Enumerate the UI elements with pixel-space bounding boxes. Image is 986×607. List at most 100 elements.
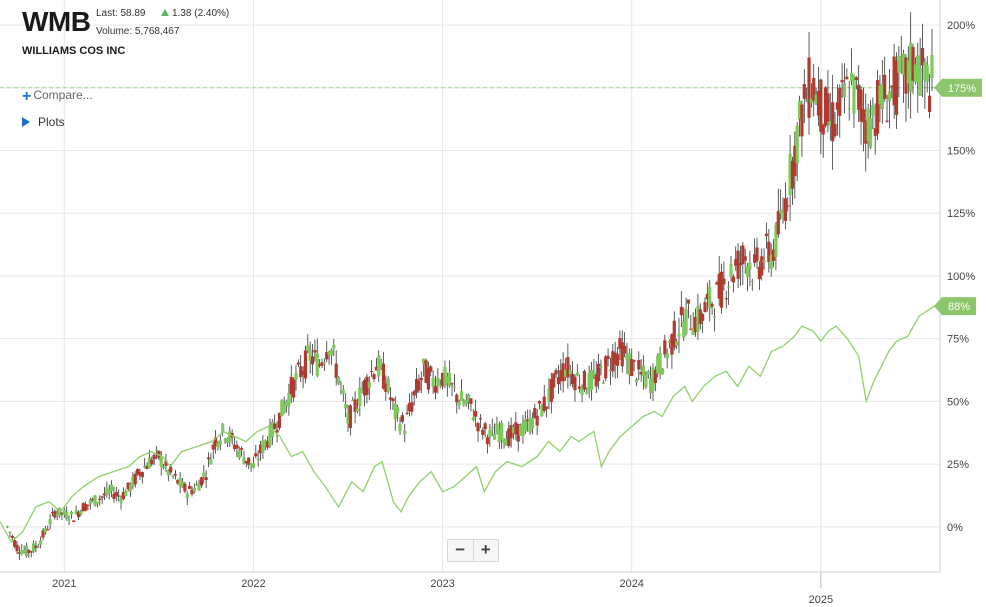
candle-body: [767, 241, 771, 262]
candle-body: [372, 374, 376, 380]
candle-body: [119, 498, 123, 503]
candle-body: [53, 511, 57, 518]
candle-body: [611, 351, 615, 372]
x-tick-label: 2021: [52, 578, 76, 590]
up-arrow-icon: [161, 9, 169, 16]
zoom-controls: − +: [447, 539, 499, 562]
candle-body: [341, 389, 345, 394]
candle-body: [370, 371, 374, 373]
y-tick-label: 0%: [947, 522, 963, 534]
candle-body: [918, 68, 922, 96]
triangle-right-icon: [22, 117, 30, 127]
candle-body: [294, 372, 298, 380]
candle-body: [206, 457, 211, 460]
candle-body: [412, 391, 416, 396]
candle-body: [656, 356, 660, 374]
candle-body: [152, 454, 156, 460]
candle-body: [722, 278, 726, 285]
candle-body: [388, 397, 393, 400]
candle-body: [377, 355, 381, 377]
candle-body: [124, 491, 128, 496]
candle-body: [578, 386, 582, 389]
candle-body: [646, 371, 650, 375]
x-tick-label: 2022: [241, 578, 265, 590]
candle-body: [426, 368, 430, 390]
comparison-line-series: [0, 305, 935, 543]
candle-body: [450, 383, 454, 385]
candle-body: [670, 334, 674, 355]
candle-body: [682, 321, 686, 338]
candle-body: [530, 418, 535, 429]
compare-button[interactable]: + Compare...: [22, 88, 93, 106]
candle-body: [440, 372, 445, 387]
candle-body: [779, 209, 783, 214]
candle-body: [897, 55, 901, 73]
candle-body: [859, 89, 863, 122]
candle-body: [266, 441, 270, 448]
value-badge-label: 175%: [948, 83, 976, 95]
candle-body: [277, 412, 282, 428]
candle-body: [805, 99, 809, 102]
candle-body: [360, 390, 364, 393]
candle-body: [280, 399, 284, 417]
candle-body: [374, 366, 378, 371]
candle-body: [594, 374, 598, 387]
candle-body: [892, 56, 896, 106]
candle-body: [599, 366, 603, 369]
candle-body: [710, 303, 714, 307]
candle-body: [845, 76, 849, 80]
candle-body: [69, 511, 73, 515]
candle-body: [857, 84, 861, 110]
candle-body: [864, 120, 868, 144]
price-change-value: 1.38 (2.40%): [172, 8, 230, 19]
candle-body: [637, 360, 641, 370]
candle-body: [48, 518, 52, 525]
candle-body: [98, 498, 102, 501]
candle-body: [41, 530, 45, 538]
candle-body: [237, 450, 241, 458]
candle-body: [107, 490, 111, 494]
candle-body: [381, 363, 386, 389]
candle-body: [74, 510, 78, 514]
candle-body: [24, 545, 29, 557]
candle-body: [176, 479, 180, 484]
candle-body: [178, 477, 182, 487]
candle-body: [816, 90, 821, 116]
plots-button[interactable]: Plots: [22, 115, 65, 129]
zoom-in-button[interactable]: +: [472, 540, 499, 561]
candle-body: [691, 328, 695, 336]
candle-body: [398, 423, 402, 432]
zoom-out-button[interactable]: −: [455, 540, 466, 559]
candle-body: [315, 353, 319, 376]
candle-body: [419, 377, 423, 381]
candle-body: [627, 353, 631, 375]
candle-body: [492, 433, 497, 440]
candle-body: [781, 211, 785, 220]
company-name: WILLIAMS COS INC: [22, 45, 126, 57]
candle-body: [154, 449, 159, 451]
candle-body: [849, 72, 854, 81]
candle-body: [310, 356, 315, 365]
candle-body: [133, 473, 137, 485]
candle-body: [727, 286, 731, 288]
candle-body: [185, 493, 189, 499]
candle-body: [497, 429, 501, 443]
candle-body: [762, 260, 766, 263]
price-badges: 175% 88%: [934, 78, 982, 316]
candle-body: [701, 314, 705, 321]
candle-body: [750, 281, 754, 283]
candle-body: [880, 84, 884, 110]
candle-body: [60, 512, 64, 515]
candle-body: [842, 83, 847, 98]
candle-body: [303, 350, 308, 379]
candle-body: [703, 302, 707, 313]
candle-body: [797, 100, 802, 119]
candle-body: [500, 422, 504, 440]
candle-body: [734, 259, 738, 266]
candle-body: [247, 457, 251, 465]
candle-body: [93, 495, 97, 507]
candle-body: [516, 423, 520, 442]
candle-body: [145, 465, 149, 469]
